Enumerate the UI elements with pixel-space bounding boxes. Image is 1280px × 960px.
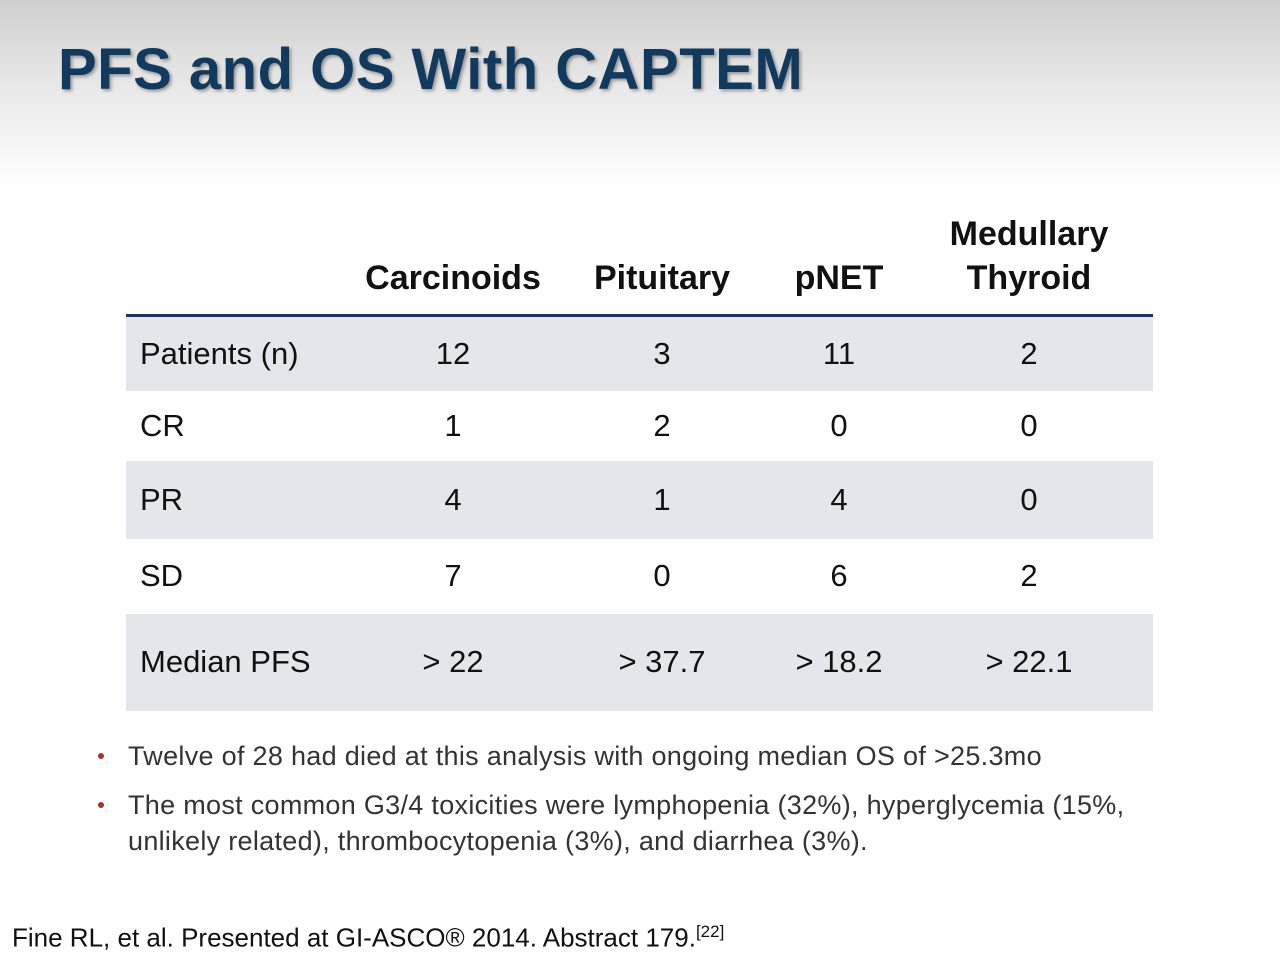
bullet: Twelve of 28 had died at this analysis w… bbox=[96, 738, 1176, 774]
table-cell: 2 bbox=[1020, 558, 1038, 593]
table-cell: 2 bbox=[653, 407, 671, 443]
column-header: Medullary Thyroid bbox=[905, 212, 1153, 317]
column-header: Pituitary bbox=[551, 212, 773, 317]
table-row: PR 4 1 4 0 bbox=[126, 460, 1153, 539]
table-row: SD 7 0 6 2 bbox=[126, 539, 1153, 614]
row-label: CR bbox=[140, 407, 185, 443]
footnote-reference: [22] bbox=[695, 922, 725, 941]
row-label: Median PFS bbox=[126, 613, 355, 711]
table-cell: 2 bbox=[905, 315, 1153, 391]
table-cell: > 18.2 bbox=[773, 613, 905, 711]
footnote: Fine RL, et al. Presented at GI-ASCO® 20… bbox=[12, 922, 724, 954]
table-cell: 0 bbox=[905, 460, 1153, 539]
results-table: Carcinoids Pituitary pNET Medullary Thyr… bbox=[126, 212, 1153, 711]
header-row: Carcinoids Pituitary pNET Medullary Thyr… bbox=[126, 212, 1153, 317]
column-header bbox=[126, 212, 355, 317]
table-cell: 11 bbox=[773, 315, 905, 391]
slide-title: PFS and OS With CAPTEM bbox=[58, 37, 804, 102]
table-cell: > 22 bbox=[355, 613, 551, 711]
table-row: Median PFS > 22 > 37.7 > 18.2 > 22.1 bbox=[126, 613, 1153, 711]
row-label: Patients (n) bbox=[126, 315, 355, 391]
table-row: Patients (n) 12 3 11 2 bbox=[126, 315, 1153, 391]
table-row: CR 1 2 0 0 bbox=[126, 391, 1153, 461]
footnote-text: Fine RL, et al. Presented at GI-ASCO® 20… bbox=[12, 922, 696, 953]
column-header: Carcinoids bbox=[355, 212, 551, 317]
table-cell: 0 bbox=[653, 558, 671, 593]
table-cell: > 22.1 bbox=[905, 613, 1153, 711]
table-cell: 12 bbox=[355, 315, 551, 391]
table-cell: 1 bbox=[551, 460, 773, 539]
table-cell: 4 bbox=[773, 460, 905, 539]
bullet-list: Twelve of 28 had died at this analysis w… bbox=[96, 738, 1176, 872]
table-cell: 0 bbox=[1020, 407, 1038, 443]
table-cell: > 37.7 bbox=[551, 613, 773, 711]
table-cell: 0 bbox=[830, 407, 848, 443]
table-cell: 4 bbox=[355, 460, 551, 539]
column-header: pNET bbox=[773, 212, 905, 317]
bullet: The most common G3/4 toxicities were lym… bbox=[96, 787, 1176, 859]
table-cell: 1 bbox=[444, 407, 462, 443]
table-cell: 7 bbox=[444, 558, 462, 593]
row-label: PR bbox=[126, 460, 355, 539]
table-cell: 6 bbox=[830, 558, 848, 593]
table-cell: 3 bbox=[551, 315, 773, 391]
row-label: SD bbox=[140, 558, 184, 593]
